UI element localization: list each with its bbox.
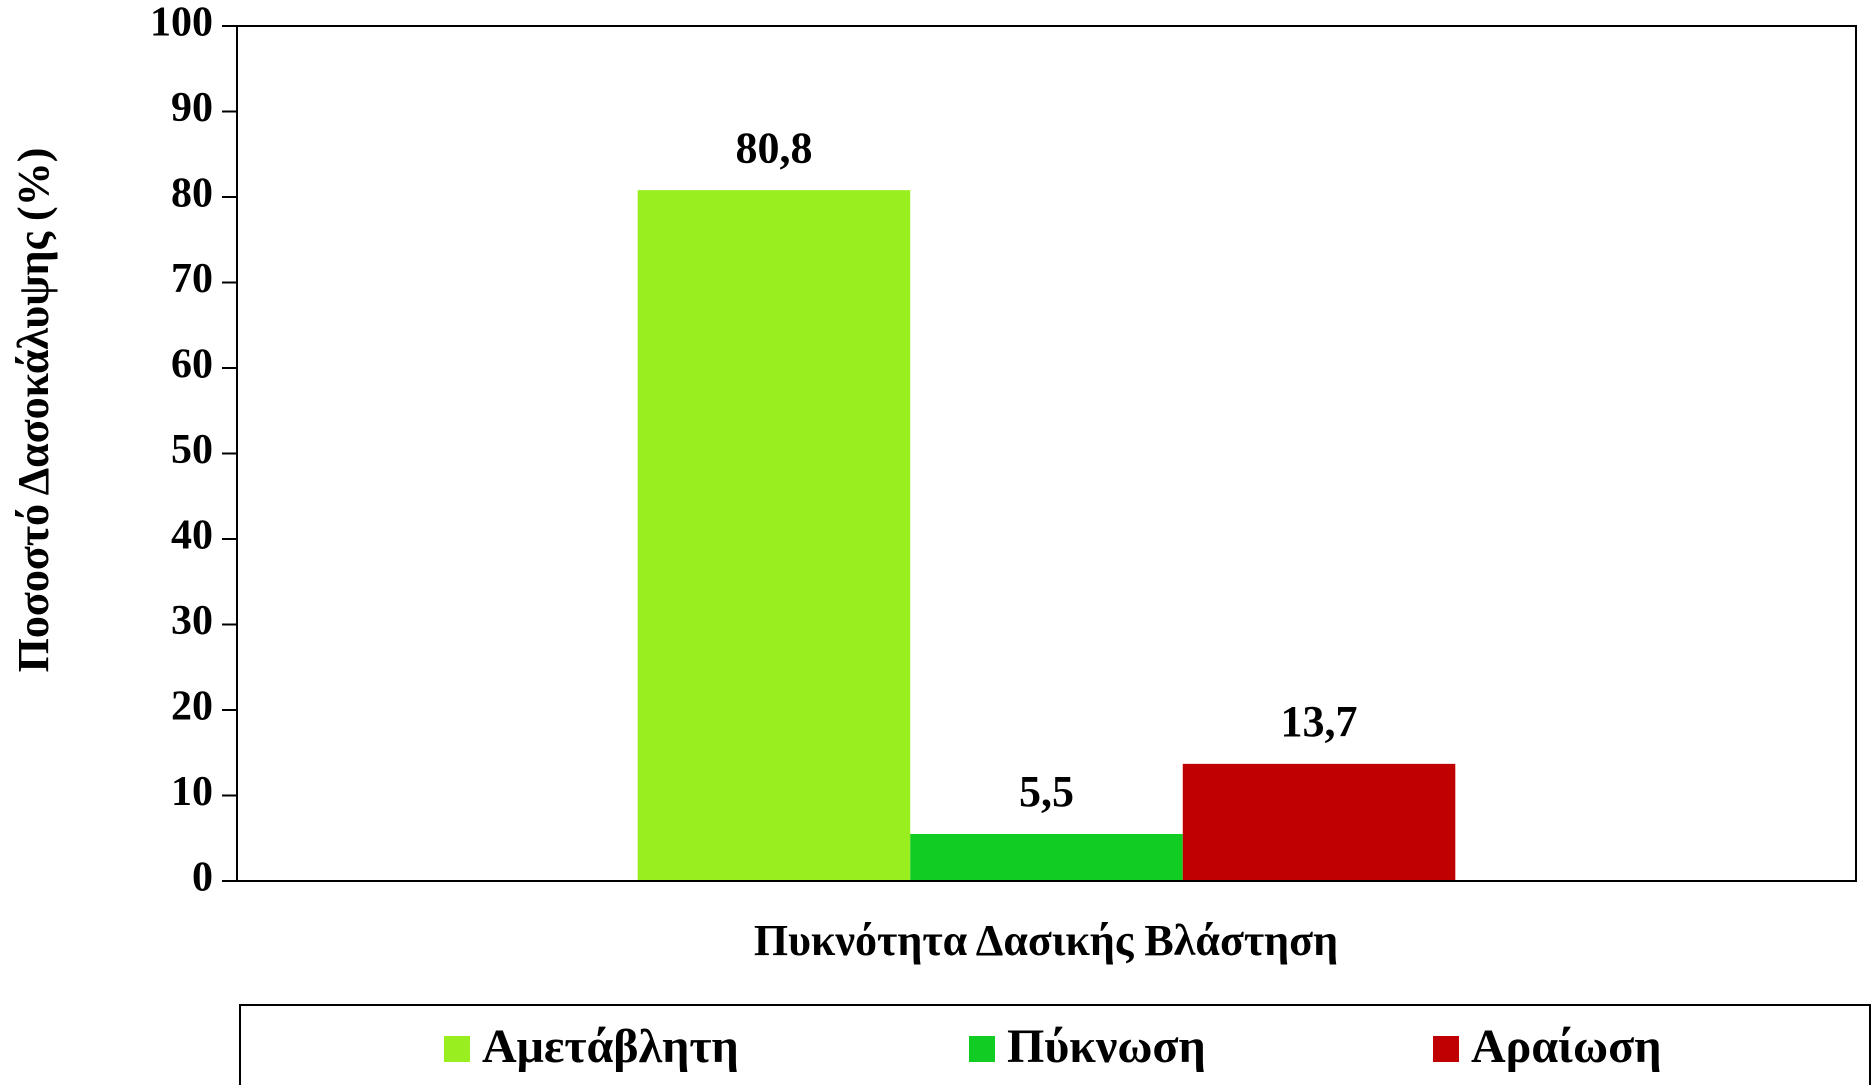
legend-box <box>239 1004 1871 1085</box>
y-axis-title: Ποσοστό Δασοκάλυψης (%) <box>9 148 58 673</box>
legend-label: Αραίωση <box>1471 1020 1661 1073</box>
bar <box>910 833 1183 881</box>
y-tick-label: 60 <box>171 342 213 388</box>
y-tick-label: 90 <box>171 85 213 131</box>
y-tick-label: 70 <box>171 256 213 302</box>
y-tick-label: 100 <box>150 0 213 46</box>
value-label: 5,5 <box>1019 767 1074 816</box>
bar <box>637 190 911 881</box>
x-axis-title: Πυκνότητα Δασικής Βλάστηση <box>754 916 1338 965</box>
y-tick-label: 50 <box>171 427 213 473</box>
bar <box>1182 763 1456 881</box>
value-label: 13,7 <box>1281 697 1358 746</box>
legend-marker <box>1433 1036 1459 1062</box>
y-tick-label: 20 <box>171 684 213 730</box>
y-tick-label: 80 <box>171 171 213 217</box>
y-tick-label: 10 <box>171 769 213 815</box>
y-tick-label: 30 <box>171 598 213 644</box>
legend-label: Αμετάβλητη <box>482 1020 739 1073</box>
value-label: 80,8 <box>735 123 812 172</box>
legend-marker <box>969 1036 995 1062</box>
legend-marker <box>444 1036 470 1062</box>
legend-label: Πύκνωση <box>1007 1020 1206 1073</box>
y-tick-label: 0 <box>192 855 213 901</box>
plot-area <box>236 25 1857 882</box>
y-tick-label: 40 <box>171 513 213 559</box>
